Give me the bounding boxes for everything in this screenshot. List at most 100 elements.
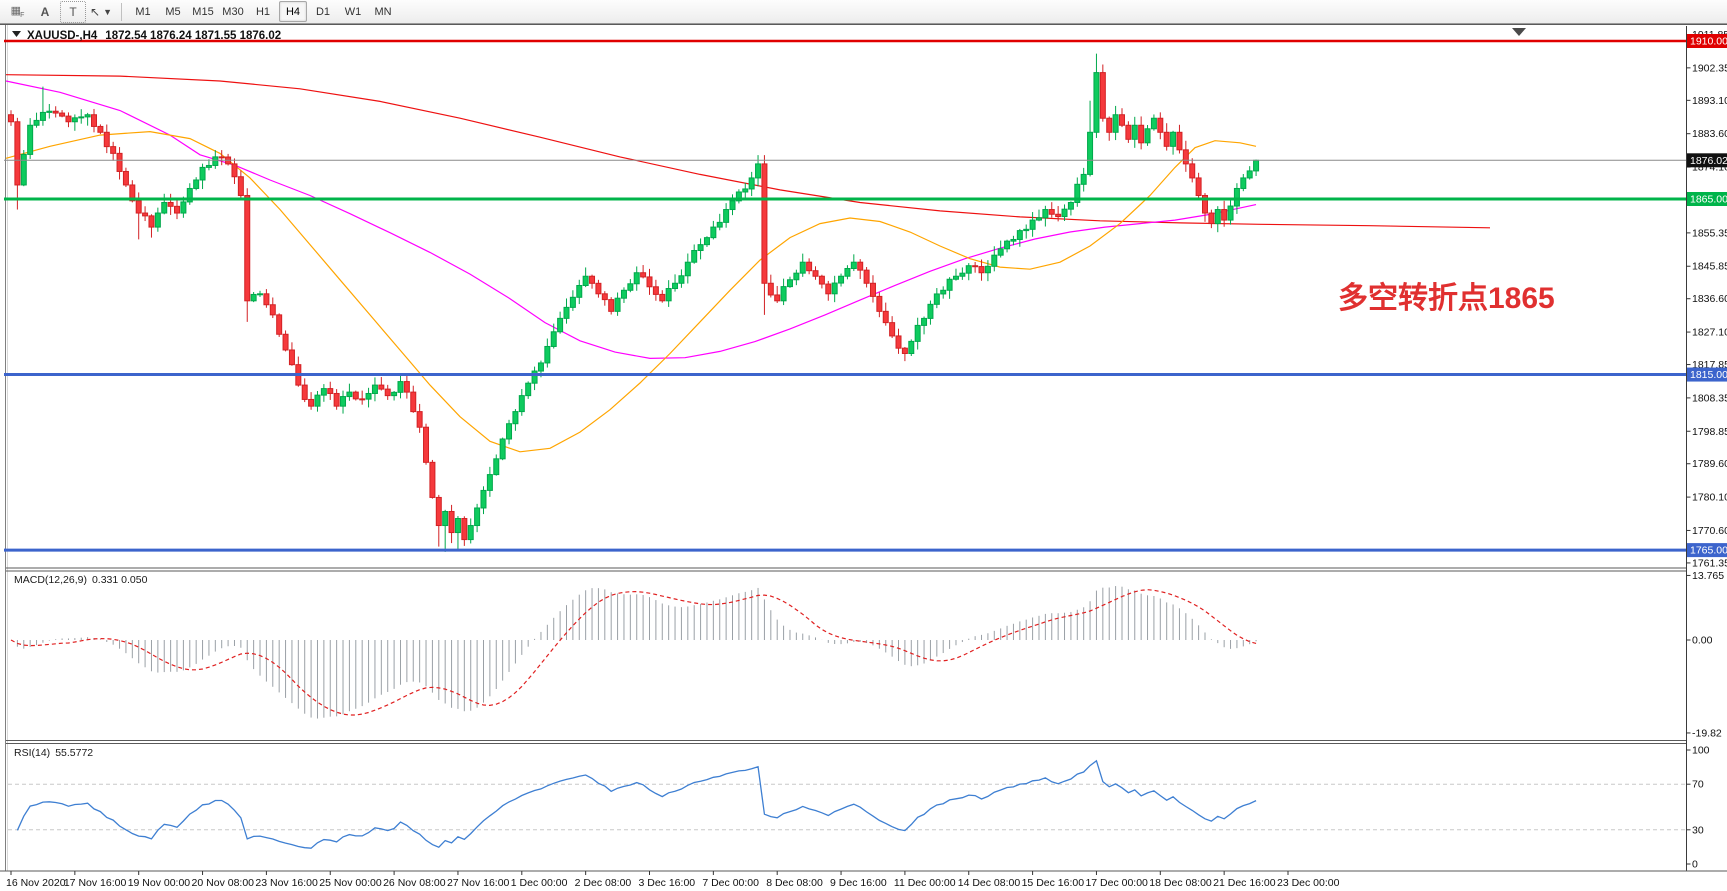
candle-body <box>250 293 257 302</box>
candle-body <box>1253 159 1260 172</box>
candle-body <box>46 110 53 113</box>
bid-price-badge <box>1687 153 1727 168</box>
candle-body <box>576 285 583 298</box>
candle-body <box>640 272 647 278</box>
candle-body <box>614 297 621 312</box>
timeframe-button-h4[interactable]: H4 <box>279 1 307 22</box>
candle-body <box>480 489 487 509</box>
candle-body <box>512 411 519 425</box>
time-tick-label: 11 Dec 00:00 <box>894 877 956 889</box>
candle-body <box>767 282 774 296</box>
candle-body <box>882 310 889 324</box>
candle-body <box>1233 187 1240 207</box>
candle-body <box>863 269 870 284</box>
candle-body <box>774 294 781 302</box>
candle-body <box>582 275 589 287</box>
candle-body <box>844 268 851 277</box>
candle-body <box>1010 238 1017 242</box>
candle-body <box>65 115 72 123</box>
rsi-label: RSI(14) 55.5772 <box>14 747 93 759</box>
candle-body <box>889 322 896 337</box>
candle-body <box>1004 240 1011 250</box>
candle-body <box>710 226 717 239</box>
candle-body <box>506 423 513 440</box>
candle-body <box>952 275 959 280</box>
time-tick-label: 16 Nov 2020 <box>6 877 66 889</box>
candle-body <box>429 461 436 498</box>
candle-body <box>486 474 493 491</box>
timeframe-button-m15[interactable]: M15 <box>192 5 214 18</box>
axis-tick-label: 1893.10 <box>1692 95 1727 107</box>
candle-body <box>876 295 883 312</box>
time-tick-label: 23 Dec 00:00 <box>1277 877 1340 889</box>
timeframe-group: M1 M5 M15 M30 H1 H4 D1 W1 MN <box>129 1 397 22</box>
candle-body <box>161 202 168 214</box>
candle-body <box>20 153 27 186</box>
cursor-tool-button[interactable]: ↖ ▼ <box>90 4 112 19</box>
candle-body <box>14 121 21 186</box>
candle-body <box>1080 173 1087 185</box>
time-tick-label: 18 Dec 08:00 <box>1149 877 1212 889</box>
chart-shift-marker-icon[interactable] <box>1512 28 1526 36</box>
candle-body <box>1157 117 1164 133</box>
candle-body <box>282 333 289 351</box>
timeframe-button-mn[interactable]: MN <box>374 5 392 18</box>
annotation-text[interactable]: 多空转折点1865 <box>1338 282 1555 315</box>
candle-body <box>927 303 934 319</box>
candle-body <box>723 209 730 223</box>
candle-body <box>1227 205 1234 221</box>
candle-body <box>1087 131 1094 175</box>
candle-body <box>850 261 857 270</box>
rsi-value: 55.5772 <box>55 747 93 759</box>
candle-body <box>544 345 551 364</box>
symbol-dropdown-icon[interactable] <box>12 31 21 37</box>
font-a-button[interactable]: A <box>40 4 50 19</box>
rsi-line <box>16 759 1257 849</box>
ohlc-readout: 1872.54 1876.24 1871.55 1876.02 <box>105 30 281 42</box>
text-label-button[interactable]: T <box>60 0 86 23</box>
price-axis[interactable]: 1911.851902.351893.101883.601874.101855.… <box>1686 29 1727 871</box>
candle-body <box>1240 177 1247 189</box>
timeframe-button-m1[interactable]: M1 <box>135 5 151 18</box>
timeframe-button-w1[interactable]: W1 <box>344 5 362 18</box>
candle-body <box>423 426 430 463</box>
candle-body <box>997 248 1004 256</box>
candle-body <box>991 254 998 267</box>
candle-body <box>154 212 161 228</box>
chart-canvas[interactable]: 1911.851902.351893.101883.601874.101855.… <box>0 24 1727 891</box>
axis-badges-layer: 1910.00 1865.00 1815.00 1765.00 1876.02 <box>1687 34 1727 558</box>
candle-body <box>825 283 832 295</box>
level-1865.00-badge-label: 1865.00 <box>1690 193 1727 205</box>
timeframe-button-d1[interactable]: D1 <box>315 5 331 18</box>
candle-body <box>365 392 372 400</box>
candle-body <box>1201 194 1208 214</box>
candle-body <box>914 324 921 342</box>
axis-tick-label: 1845.85 <box>1692 261 1727 273</box>
candle-body <box>231 163 238 178</box>
chart-grid-icon[interactable]: ▦F <box>4 1 30 23</box>
horizontal-lines-layer[interactable] <box>4 39 1686 552</box>
candle-body <box>352 391 359 400</box>
candle-body <box>812 270 819 277</box>
candle-body <box>39 111 46 121</box>
axis-tick-label: 1827.10 <box>1692 327 1727 339</box>
candle-body <box>384 388 391 397</box>
candle-body <box>52 110 59 114</box>
candle-body <box>1182 149 1189 165</box>
candle-body <box>167 202 174 207</box>
time-tick-label: 2 Dec 08:00 <box>575 877 632 889</box>
timeframe-button-m5[interactable]: M5 <box>165 5 181 18</box>
level-1765.00-badge-label: 1765.00 <box>1690 545 1727 557</box>
candle-body <box>1048 209 1055 215</box>
timeframe-button-h1[interactable]: H1 <box>255 5 271 18</box>
candle-body <box>525 382 532 397</box>
candle-body <box>531 370 538 384</box>
candle-body <box>78 116 85 119</box>
chart-grid-glyph: ▦F <box>10 4 25 20</box>
time-tick-label: 8 Dec 08:00 <box>766 877 823 889</box>
timeframe-button-m30[interactable]: M30 <box>222 5 244 18</box>
candle-body <box>665 288 672 302</box>
time-tick-label: 20 Nov 08:00 <box>192 877 255 889</box>
